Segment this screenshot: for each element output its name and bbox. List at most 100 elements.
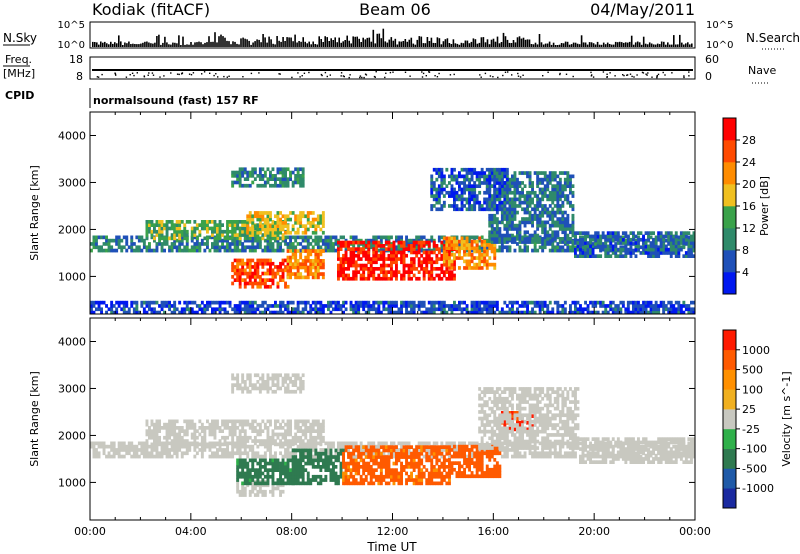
scatter-cell (342, 276, 345, 281)
scatter-cell (218, 223, 222, 227)
scatter-cell (105, 242, 108, 246)
scatter-cell (563, 220, 567, 225)
scatter-cell (90, 304, 93, 308)
scatter-cell (503, 187, 507, 192)
scatter-cell (327, 300, 330, 305)
scatter-cell (500, 204, 504, 208)
scatter-cell (276, 214, 280, 219)
scatter-cell (158, 451, 161, 456)
scatter-cell (667, 231, 671, 235)
scatter-cell (344, 260, 348, 265)
scatter-cell (483, 307, 487, 312)
scatter-cell (256, 307, 260, 312)
scatter-cell (274, 248, 277, 253)
scatter-cell (455, 246, 459, 251)
scatter-cell (634, 234, 638, 239)
scatter-cell (241, 233, 245, 237)
scatter-cell (256, 223, 260, 227)
sky-bar (476, 43, 479, 47)
scatter-cell (425, 240, 429, 245)
scatter-cell (241, 229, 245, 234)
scatter-cell (142, 245, 146, 250)
scatter-cell (231, 281, 235, 286)
scatter-cell (238, 448, 242, 452)
scatter-cell (604, 244, 608, 249)
scatter-cell (95, 235, 98, 240)
scatter-cell (369, 245, 373, 250)
scatter-cell (569, 174, 572, 179)
scatter-cell (263, 224, 267, 228)
scatter-cell (642, 304, 645, 308)
scatter-cell (218, 236, 222, 241)
scatter-cell (337, 304, 340, 308)
scatter-cell (92, 444, 96, 449)
scatter-cell (659, 300, 663, 305)
scatter-cell (248, 211, 252, 215)
scatter-cell (256, 444, 260, 449)
scatter-cell (649, 300, 653, 305)
scatter-cell (321, 275, 325, 280)
scatter-cell (321, 249, 325, 253)
scatter-cell (160, 220, 164, 224)
scatter-cell (569, 304, 572, 308)
scatter-cell (483, 262, 487, 267)
scatter-cell (314, 238, 318, 243)
scatter-cell (437, 167, 441, 172)
scatter-cell (339, 240, 343, 245)
scatter-cell (490, 213, 494, 218)
scatter-cell (190, 245, 194, 250)
sky-bar (500, 42, 503, 47)
scatter-cell (387, 238, 391, 243)
sky-bar (618, 41, 621, 47)
scatter-cell (672, 241, 676, 245)
scatter-cell (319, 214, 323, 219)
scatter-cell (294, 255, 298, 260)
scatter-cell (417, 257, 421, 261)
scatter-cell (231, 233, 235, 237)
scatter-cell (483, 243, 487, 247)
sky-bar (358, 38, 360, 47)
scatter-cell (263, 307, 267, 312)
scatter-cell (584, 247, 587, 252)
scatter-cell (299, 217, 303, 222)
sky-bar (406, 41, 409, 47)
scatter-cell (183, 248, 187, 253)
scatter-cell (379, 267, 383, 271)
scatter-cell (478, 252, 482, 257)
scatter-cell (276, 226, 280, 231)
freq-label-top: Freq. (5, 53, 32, 66)
scatter-cell (165, 223, 169, 227)
scatter-cell (291, 265, 295, 270)
scatter-cell (281, 275, 285, 279)
scatter-cell (253, 310, 257, 315)
scatter-cell (344, 441, 348, 446)
scatter-cell (677, 238, 681, 243)
scatter-cell (100, 245, 103, 250)
scatter-cell (276, 265, 280, 269)
scatter-cell (256, 233, 260, 237)
scatter-cell (483, 239, 487, 244)
scatter-cell (485, 243, 489, 247)
scatter-cell (251, 227, 255, 232)
scatter-cell (289, 262, 292, 266)
nave-dot (299, 76, 301, 78)
scatter-cell (561, 304, 565, 308)
scatter-cell (493, 233, 497, 238)
scatter-cell (442, 204, 446, 208)
scatter-cell (281, 174, 285, 178)
scatter-cell (410, 307, 413, 312)
scatter-cell (110, 307, 114, 312)
scatter-cell (488, 204, 492, 208)
scatter-cell (596, 300, 600, 305)
scatter-cell (195, 444, 199, 449)
scatter-cell (435, 194, 439, 198)
scatter-cell (687, 238, 691, 243)
scatter-cell (284, 307, 287, 312)
scatter-cell (271, 183, 275, 188)
scatter-cell (271, 221, 275, 225)
scatter-cell (490, 230, 494, 235)
scatter-cell (586, 247, 590, 252)
scatter-cell (125, 451, 129, 456)
scatter-cell (591, 237, 595, 242)
scatter-cell (316, 255, 320, 260)
